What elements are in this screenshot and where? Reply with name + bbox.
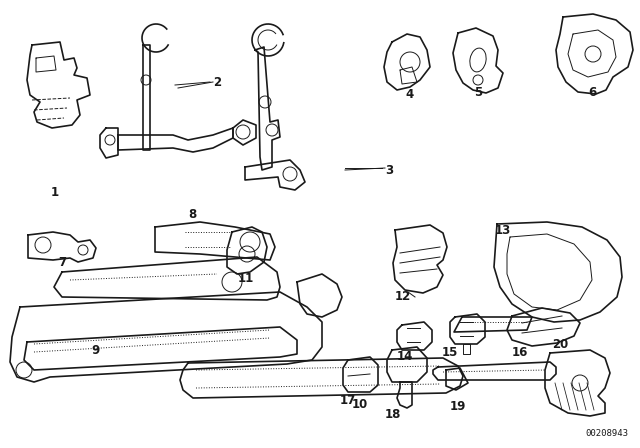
Text: 10: 10 bbox=[352, 399, 368, 412]
Text: 2: 2 bbox=[213, 76, 221, 89]
Text: 17: 17 bbox=[340, 393, 356, 406]
Text: 16: 16 bbox=[512, 345, 528, 358]
Text: 11: 11 bbox=[238, 271, 254, 284]
Text: 5: 5 bbox=[474, 86, 482, 99]
Text: 1: 1 bbox=[51, 185, 59, 198]
Text: 8: 8 bbox=[188, 208, 196, 221]
Text: 12: 12 bbox=[395, 290, 411, 303]
Text: 18: 18 bbox=[385, 409, 401, 422]
Text: 20: 20 bbox=[552, 339, 568, 352]
Text: 00208943: 00208943 bbox=[585, 429, 628, 438]
Text: 13: 13 bbox=[495, 224, 511, 237]
Text: 9: 9 bbox=[91, 344, 99, 357]
Text: 14: 14 bbox=[397, 349, 413, 362]
Text: 3: 3 bbox=[385, 164, 393, 177]
Text: 7: 7 bbox=[58, 255, 66, 268]
Text: 19: 19 bbox=[450, 401, 466, 414]
Text: 15: 15 bbox=[442, 345, 458, 358]
Text: 4: 4 bbox=[406, 89, 414, 102]
Text: 6: 6 bbox=[588, 86, 596, 99]
